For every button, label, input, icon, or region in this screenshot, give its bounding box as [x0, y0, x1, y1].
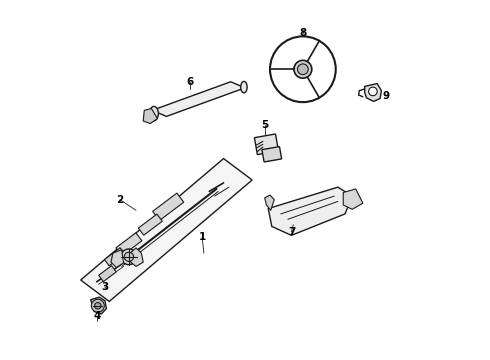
Circle shape	[124, 252, 134, 261]
Polygon shape	[152, 82, 245, 116]
Polygon shape	[81, 158, 252, 301]
Circle shape	[95, 302, 101, 309]
Polygon shape	[104, 248, 125, 266]
Text: 6: 6	[186, 77, 193, 87]
Text: 5: 5	[261, 120, 268, 130]
Polygon shape	[365, 84, 381, 102]
Polygon shape	[116, 233, 142, 256]
Polygon shape	[254, 134, 278, 154]
Polygon shape	[343, 189, 363, 209]
Polygon shape	[265, 195, 274, 210]
Ellipse shape	[149, 107, 158, 121]
Polygon shape	[268, 187, 352, 235]
Circle shape	[92, 299, 104, 312]
Polygon shape	[138, 214, 162, 235]
Text: 7: 7	[288, 227, 295, 237]
Polygon shape	[91, 297, 106, 314]
Circle shape	[121, 249, 137, 265]
Text: 3: 3	[101, 282, 109, 292]
Circle shape	[294, 60, 312, 78]
Polygon shape	[98, 266, 116, 282]
Polygon shape	[143, 109, 157, 123]
Ellipse shape	[241, 81, 247, 93]
Text: 9: 9	[383, 91, 390, 101]
Circle shape	[368, 87, 377, 96]
Text: 2: 2	[116, 195, 123, 204]
Polygon shape	[130, 248, 143, 266]
Text: 1: 1	[198, 232, 206, 242]
Text: 4: 4	[93, 311, 100, 321]
Circle shape	[297, 64, 308, 75]
Polygon shape	[111, 249, 123, 267]
Polygon shape	[262, 147, 282, 162]
Polygon shape	[152, 193, 184, 220]
Text: 8: 8	[299, 28, 307, 38]
